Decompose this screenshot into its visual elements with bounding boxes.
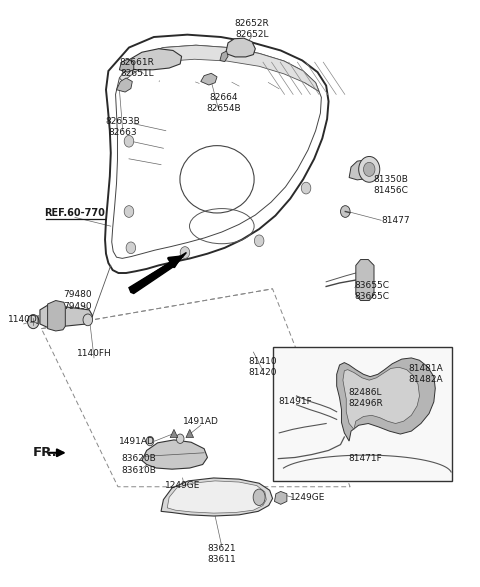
Polygon shape	[356, 259, 374, 301]
Text: REF.60-770: REF.60-770	[45, 208, 105, 218]
Polygon shape	[40, 305, 93, 328]
Text: 83620B
83610B: 83620B 83610B	[121, 454, 156, 474]
Polygon shape	[336, 358, 435, 441]
Polygon shape	[226, 38, 255, 57]
Circle shape	[359, 157, 380, 182]
Text: 83621
83611: 83621 83611	[207, 544, 236, 564]
Text: 81410
81420: 81410 81420	[249, 357, 277, 377]
Text: 81471F: 81471F	[348, 454, 382, 463]
Circle shape	[180, 247, 190, 258]
Polygon shape	[129, 261, 175, 294]
Circle shape	[124, 205, 134, 217]
Text: 81350B
81456C: 81350B 81456C	[373, 175, 408, 195]
Circle shape	[124, 136, 134, 147]
Text: 1249GE: 1249GE	[165, 481, 200, 490]
Text: 82653B
82663: 82653B 82663	[106, 117, 140, 137]
Polygon shape	[275, 491, 287, 504]
Polygon shape	[170, 429, 178, 437]
Polygon shape	[186, 429, 193, 437]
Polygon shape	[349, 160, 372, 180]
Text: 82486L
82496R: 82486L 82496R	[348, 387, 383, 408]
Polygon shape	[142, 440, 207, 469]
Text: 1140FH: 1140FH	[77, 349, 111, 357]
Polygon shape	[220, 51, 228, 62]
Polygon shape	[172, 252, 186, 265]
Text: 82652R
82652L: 82652R 82652L	[235, 19, 269, 39]
Text: 1491AD: 1491AD	[183, 417, 219, 426]
Text: 81491F: 81491F	[278, 397, 312, 406]
Text: 83655C
83665C: 83655C 83665C	[354, 281, 389, 301]
Bar	[273, 348, 452, 481]
Circle shape	[254, 235, 264, 247]
Text: 82664
82654B: 82664 82654B	[206, 93, 240, 113]
Circle shape	[301, 182, 311, 194]
Polygon shape	[161, 478, 273, 516]
Polygon shape	[167, 481, 266, 513]
Text: 81477: 81477	[381, 216, 410, 225]
Polygon shape	[120, 45, 319, 92]
Text: 82661R
82651L: 82661R 82651L	[120, 58, 155, 78]
Text: 81481A
81482A: 81481A 81482A	[408, 365, 443, 384]
Polygon shape	[117, 78, 132, 92]
Circle shape	[83, 314, 93, 326]
Ellipse shape	[253, 489, 265, 505]
Polygon shape	[201, 73, 217, 85]
Text: 1140DJ: 1140DJ	[8, 315, 40, 325]
Circle shape	[176, 434, 184, 443]
Polygon shape	[48, 301, 65, 331]
Circle shape	[27, 315, 39, 329]
Circle shape	[363, 163, 375, 176]
Text: 1249GE: 1249GE	[290, 493, 325, 502]
Circle shape	[146, 436, 154, 446]
Circle shape	[126, 242, 136, 254]
Polygon shape	[343, 367, 420, 429]
Polygon shape	[120, 59, 134, 72]
Circle shape	[340, 205, 350, 217]
Text: 1491AD: 1491AD	[119, 437, 155, 446]
Polygon shape	[125, 49, 181, 70]
Text: 79480
79490: 79480 79490	[63, 291, 92, 311]
Text: FR.: FR.	[33, 446, 58, 459]
